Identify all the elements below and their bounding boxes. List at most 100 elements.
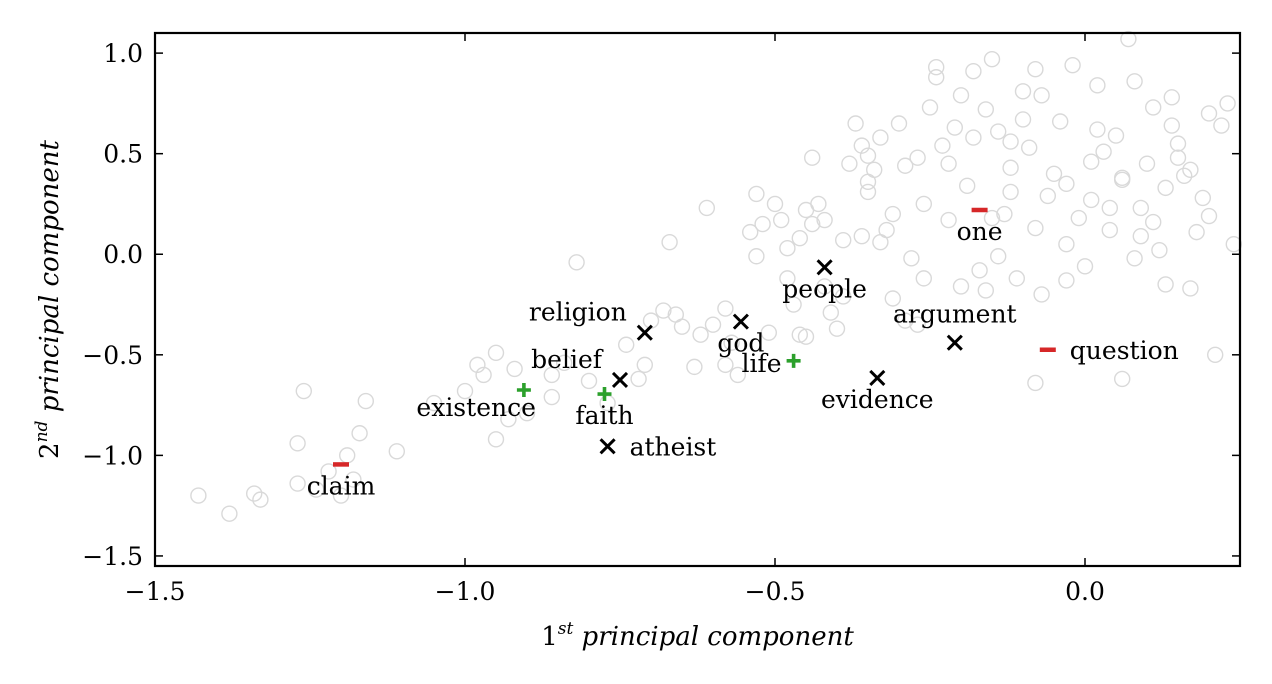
background-point <box>797 201 815 219</box>
y-axis-label-rest: principal component <box>35 140 65 421</box>
background-point <box>872 129 889 146</box>
background-point <box>717 356 734 374</box>
background-point <box>1045 165 1063 182</box>
background-point <box>1175 167 1193 185</box>
word-point-people: people <box>782 259 867 303</box>
background-point <box>698 199 715 217</box>
background-point <box>853 227 870 245</box>
x-tick-label: 0.0 <box>1065 577 1105 606</box>
background-point <box>748 248 765 265</box>
background-point <box>1182 161 1199 178</box>
background-point <box>983 209 1001 227</box>
background-point <box>766 195 784 213</box>
background-point <box>965 129 982 146</box>
background-point <box>345 471 362 488</box>
y-axis-label-base: 2 <box>35 442 65 459</box>
background-point <box>580 372 598 390</box>
background-point <box>1101 221 1119 239</box>
background-point <box>897 157 914 174</box>
background-point <box>351 425 368 442</box>
background-point <box>1169 135 1187 152</box>
background-point <box>1082 191 1100 209</box>
word-label-faith: faith <box>575 401 633 430</box>
y-tick-label: 0.0 <box>103 240 143 269</box>
background-point <box>1058 175 1075 193</box>
x-tick-label: −0.5 <box>745 577 806 606</box>
word-point-faith: faith <box>575 387 634 430</box>
background-point <box>1101 199 1119 217</box>
background-point <box>791 326 808 343</box>
y-axis-label: 2nd principal component <box>32 140 65 459</box>
background-point <box>983 50 1001 68</box>
background-point <box>487 344 505 361</box>
y-axis-label-sup: nd <box>32 420 52 442</box>
background-point <box>835 231 852 249</box>
background-point <box>308 481 325 498</box>
background-point <box>1163 117 1181 134</box>
background-point <box>245 485 263 502</box>
background-point <box>1027 374 1044 392</box>
background-point <box>543 388 560 406</box>
background-point <box>1002 183 1019 201</box>
background-point <box>692 326 709 343</box>
word-point-religion: religion <box>529 298 653 341</box>
background-point <box>804 215 821 233</box>
background-points-layer <box>190 30 1243 522</box>
word-point-belief: belief <box>531 345 629 389</box>
word-label-evidence: evidence <box>821 385 934 414</box>
background-point <box>661 233 678 251</box>
word-label-god: god <box>717 329 764 358</box>
background-point <box>971 262 988 279</box>
word-point-question: question <box>1039 336 1179 365</box>
background-point <box>990 248 1007 265</box>
plus-marker <box>597 387 612 402</box>
word-label-people: people <box>782 274 867 303</box>
y-tick-label: −1.5 <box>82 542 143 571</box>
background-point <box>921 99 939 116</box>
background-point <box>1138 155 1156 172</box>
background-point <box>556 354 573 372</box>
background-point <box>952 278 970 295</box>
background-point <box>1027 61 1044 78</box>
word-label-belief: belief <box>531 345 604 374</box>
background-point <box>1064 56 1081 74</box>
x-tick-label: −1.5 <box>125 577 186 606</box>
background-point <box>996 205 1013 223</box>
background-point <box>1058 272 1075 289</box>
background-point <box>1194 189 1212 207</box>
background-point <box>952 87 970 104</box>
word-point-atheist: atheist <box>599 432 716 461</box>
background-point <box>797 328 815 345</box>
background-point <box>717 300 734 317</box>
background-point <box>1039 187 1057 205</box>
x-axis-label-rest: principal component <box>573 622 854 652</box>
background-point <box>1182 280 1199 297</box>
background-point <box>1027 219 1044 237</box>
background-point <box>773 211 790 229</box>
background-point <box>785 296 802 313</box>
background-point <box>667 306 684 323</box>
word-point-life: life <box>742 349 801 378</box>
background-point <box>518 404 536 422</box>
word-label-question: question <box>1070 336 1179 365</box>
background-point <box>1002 159 1019 176</box>
background-point <box>543 366 560 384</box>
background-point <box>934 137 951 154</box>
background-point <box>1008 270 1025 287</box>
background-point <box>1169 149 1187 166</box>
plus-marker <box>786 353 801 368</box>
cross-marker <box>816 259 833 276</box>
word-label-one: one <box>957 217 1003 246</box>
highlighted-words-layer: religion god people belief atheist evidence ar… <box>307 207 1179 500</box>
cross-marker <box>732 313 749 330</box>
background-point <box>884 205 901 223</box>
background-point <box>1163 89 1181 106</box>
background-point <box>1144 213 1162 231</box>
background-point <box>636 356 653 374</box>
background-point <box>500 410 517 428</box>
word-point-claim: claim <box>307 462 376 500</box>
word-label-argument: argument <box>893 300 1017 329</box>
word-label-existence: existence <box>416 393 535 422</box>
background-point <box>847 115 864 132</box>
word-label-religion: religion <box>529 298 627 327</box>
